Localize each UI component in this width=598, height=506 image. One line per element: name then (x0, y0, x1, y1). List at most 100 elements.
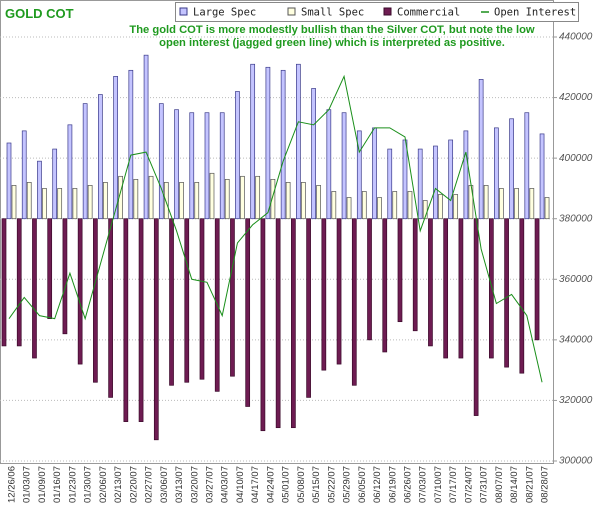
x-tick-label: 07/24/07 (463, 466, 474, 503)
y-tick-label: 400000 (559, 153, 593, 164)
bar (103, 182, 108, 220)
bar (123, 218, 129, 422)
bar (47, 218, 53, 320)
bar (367, 218, 372, 341)
x-tick-label: 06/05/07 (357, 466, 368, 503)
bar (443, 218, 449, 359)
bar (138, 218, 144, 422)
bar (6, 142, 12, 220)
x-tick-label: 08/07/07 (494, 466, 505, 503)
bar (301, 182, 306, 220)
bar (412, 218, 418, 332)
bar (463, 130, 469, 220)
plot-frame (0, 0, 554, 464)
y-tick-label: 360000 (559, 274, 593, 285)
bar (473, 218, 479, 416)
x-tick-label: 03/27/07 (205, 466, 216, 503)
x-tick-label: 02/27/07 (144, 466, 155, 503)
bar (316, 185, 321, 220)
x-tick-label: 06/26/07 (402, 466, 413, 503)
x-tick-label: 05/22/07 (326, 466, 337, 503)
bar (265, 66, 271, 220)
bar (417, 148, 423, 220)
x-tick-label: 04/24/07 (265, 466, 276, 503)
bar (361, 191, 367, 220)
y-tick-label: 300000 (559, 456, 593, 467)
bar (544, 197, 550, 220)
x-tick-label: 08/21/07 (524, 466, 535, 503)
bar (494, 127, 499, 220)
x-tick-label: 04/03/07 (220, 466, 231, 503)
bar (62, 218, 68, 335)
bar (255, 175, 261, 220)
x-tick-label: 01/23/07 (67, 466, 78, 503)
bar (392, 191, 398, 220)
bar (407, 191, 413, 220)
bar (260, 218, 266, 432)
legend-label: Open Interest (494, 7, 576, 19)
bar (270, 178, 276, 220)
bar (250, 63, 256, 220)
x-tick-label: 12/26/06 (7, 466, 18, 503)
bar (98, 94, 103, 220)
bar (133, 178, 139, 220)
bar (402, 139, 408, 220)
bar (72, 188, 78, 220)
bar (113, 76, 118, 220)
bar (489, 218, 494, 359)
x-tick-label: 03/13/07 (174, 466, 185, 503)
x-tick-label: 01/16/07 (52, 466, 63, 503)
bar (1, 218, 7, 347)
bar (158, 103, 164, 220)
bar (163, 182, 169, 220)
bar (524, 112, 530, 220)
bar (448, 139, 454, 220)
x-tick-label: 07/31/07 (479, 466, 490, 503)
bar (514, 188, 519, 220)
legend: Large Spec Small Spec Commercial Open Inter… (175, 2, 579, 22)
bar (52, 148, 58, 220)
bar (230, 218, 235, 377)
bar (372, 127, 377, 220)
line (8, 74, 543, 383)
bar (534, 218, 540, 341)
bar (499, 188, 504, 220)
bar (57, 188, 63, 220)
bar (458, 218, 464, 359)
bar (311, 88, 316, 220)
chart-title: GOLD COT (5, 6, 74, 21)
x-tick-label: 06/19/07 (387, 466, 398, 503)
legend-swatch (179, 7, 188, 16)
bar (189, 112, 195, 220)
bar (199, 218, 205, 380)
bar (331, 191, 337, 220)
bar (11, 185, 17, 220)
bar (153, 218, 159, 441)
legend-label: Large Spec (193, 7, 256, 19)
legend-box (175, 2, 579, 22)
bar (179, 182, 184, 220)
bar (245, 218, 251, 407)
bar (128, 69, 134, 220)
bar (26, 182, 32, 220)
x-tick-label: 08/28/07 (540, 466, 551, 503)
bar (16, 218, 22, 347)
bar (483, 185, 489, 220)
bar (306, 218, 311, 398)
bar (321, 218, 327, 371)
bar (21, 130, 27, 220)
bar (194, 182, 200, 220)
bar (326, 109, 332, 220)
bar (428, 218, 433, 347)
bar (37, 160, 42, 220)
bar (453, 194, 459, 220)
bar (529, 188, 535, 220)
bar (291, 218, 296, 429)
bar (346, 197, 352, 220)
legend-label: Small Spec (301, 7, 364, 19)
x-tick-label: 05/15/07 (311, 466, 322, 503)
x-tick-label: 01/09/07 (37, 466, 48, 503)
y-tick-label: 380000 (559, 213, 593, 224)
